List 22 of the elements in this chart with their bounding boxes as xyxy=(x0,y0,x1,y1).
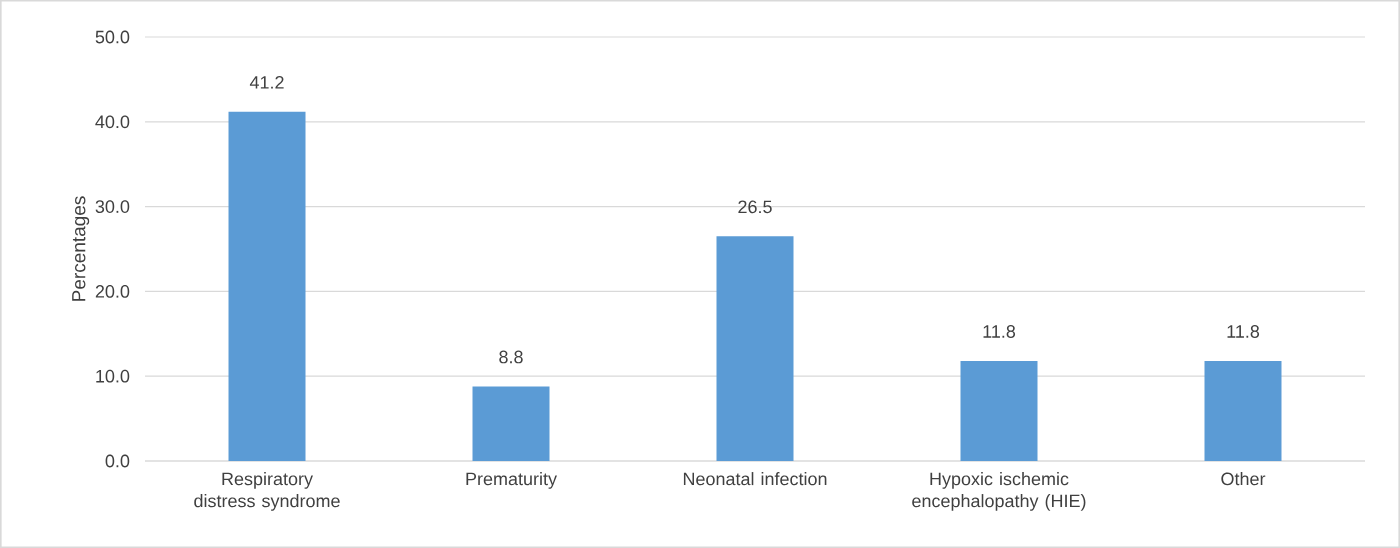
x-tick-label: Neonatal infection xyxy=(683,472,827,486)
y-tick-label: 40.0 xyxy=(95,115,130,129)
x-tick-label: Respiratory distress syndrome xyxy=(194,472,340,511)
bar xyxy=(716,236,794,462)
data-label: 11.8 xyxy=(1227,325,1260,338)
bar xyxy=(1204,360,1282,462)
bar xyxy=(472,386,550,462)
y-tick-label: 10.0 xyxy=(96,369,130,383)
data-label: 8.8 xyxy=(499,350,523,364)
x-tick-label: Other xyxy=(1221,472,1266,486)
bar xyxy=(228,111,306,462)
y-tick-label: 20.0 xyxy=(95,285,130,298)
y-tick-label: 0.0 xyxy=(105,454,130,468)
y-axis-title: Percentages xyxy=(72,196,90,301)
data-label: 26.5 xyxy=(738,200,772,214)
bar xyxy=(960,360,1038,462)
x-tick-label: Prematurity xyxy=(466,472,557,489)
data-label: 41.2 xyxy=(249,75,284,89)
data-label: 11.8 xyxy=(983,325,1016,338)
x-tick-label: Hypoxic ischemic encephalopathy (HIE) xyxy=(912,472,1086,511)
y-tick-label: 30.0 xyxy=(95,200,130,213)
y-tick-label: 50.0 xyxy=(95,30,130,44)
